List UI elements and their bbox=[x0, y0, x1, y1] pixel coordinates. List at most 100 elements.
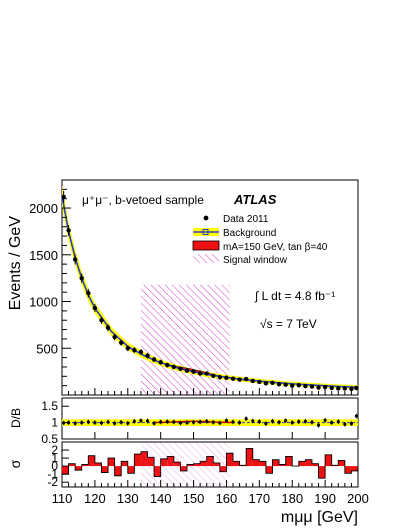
significance-y-tick-label: -1 bbox=[47, 467, 58, 481]
ratio-point bbox=[284, 419, 288, 423]
data-point bbox=[354, 385, 359, 391]
ratio-point bbox=[178, 421, 182, 425]
data-point bbox=[296, 382, 301, 388]
ratio-point bbox=[336, 420, 340, 424]
ratio-point bbox=[113, 421, 117, 425]
x-tick-label: 120 bbox=[84, 491, 106, 506]
significance-bar bbox=[81, 464, 89, 467]
significance-y-axis-label: σ bbox=[7, 459, 23, 468]
main-panel: 500 1000 1500 2000 bbox=[29, 185, 359, 395]
data-point bbox=[105, 325, 111, 330]
significance-bar bbox=[134, 454, 141, 467]
legend-label-window: Signal window bbox=[223, 255, 288, 266]
legend-background-marker bbox=[202, 229, 209, 235]
ratio-panel: 0.5 1 1.5 bbox=[41, 399, 358, 446]
data-point bbox=[197, 371, 203, 376]
ratio-point bbox=[198, 420, 202, 424]
ratio-point bbox=[185, 421, 189, 425]
significance-bar bbox=[318, 466, 326, 479]
data-point bbox=[151, 357, 157, 362]
data-point bbox=[61, 194, 66, 200]
data-point bbox=[237, 377, 242, 382]
ratio-point bbox=[310, 420, 314, 424]
significance-bar bbox=[265, 466, 273, 474]
x-axis-label: mμμ [GeV] bbox=[281, 509, 358, 526]
data-point bbox=[138, 349, 144, 355]
energy-annotation: √s = 7 TeV bbox=[260, 317, 317, 331]
ratio-point bbox=[165, 420, 169, 424]
luminosity-annotation: ∫ L dt = 4.8 fb⁻¹ bbox=[254, 289, 335, 303]
data-point bbox=[171, 364, 177, 370]
significance-bar bbox=[252, 459, 260, 467]
significance-bar bbox=[233, 461, 240, 467]
significance-y-tick-label: 2 bbox=[51, 443, 58, 457]
data-point bbox=[165, 362, 170, 368]
data-point bbox=[336, 386, 341, 391]
x-tick-label: 160 bbox=[216, 491, 238, 506]
significance-bar bbox=[325, 454, 332, 467]
data-point bbox=[270, 380, 275, 386]
sample-annotation: μ⁺μ⁻, b-vetoed sample bbox=[82, 193, 204, 207]
ratio-point bbox=[119, 420, 123, 424]
ratio-point bbox=[73, 421, 77, 425]
data-point bbox=[303, 383, 308, 389]
significance-bar bbox=[305, 459, 312, 467]
data-point bbox=[86, 290, 91, 296]
data-point bbox=[145, 353, 150, 358]
significance-y-tick-label: 1 bbox=[51, 451, 58, 465]
legend-label-background: Background bbox=[223, 228, 276, 239]
data-point bbox=[230, 376, 236, 381]
y-tick-label: 1000 bbox=[29, 295, 58, 310]
data-point bbox=[322, 384, 328, 390]
significance-bar bbox=[344, 466, 352, 474]
ratio-point bbox=[205, 419, 209, 423]
data-point bbox=[329, 385, 334, 391]
x-tick-label: 190 bbox=[314, 491, 336, 506]
ratio-point bbox=[132, 419, 136, 423]
ratio-point bbox=[99, 421, 104, 425]
ratio-point bbox=[244, 417, 248, 421]
main-y-axis-label: Events / GeV bbox=[7, 216, 24, 311]
ratio-point bbox=[277, 420, 281, 424]
data-point bbox=[224, 375, 229, 380]
significance-bar bbox=[259, 461, 266, 467]
ratio-point bbox=[152, 421, 156, 425]
ratio-point bbox=[257, 420, 261, 424]
ratio-point bbox=[270, 419, 275, 423]
legend-label-data: Data 2011 bbox=[223, 214, 269, 225]
data-point bbox=[158, 360, 163, 365]
significance-window-region bbox=[140, 442, 230, 487]
significance-bar bbox=[285, 456, 293, 467]
data-point bbox=[309, 384, 315, 389]
x-tick-label: 200 bbox=[347, 491, 369, 506]
data-point bbox=[211, 373, 216, 379]
ratio-point bbox=[106, 420, 110, 424]
ratio-point bbox=[303, 419, 307, 423]
ratio-point bbox=[330, 421, 334, 425]
ratio-point bbox=[126, 421, 130, 425]
significance-bar bbox=[94, 462, 102, 467]
data-point bbox=[79, 275, 84, 281]
significance-bar bbox=[68, 463, 76, 467]
data-point bbox=[243, 376, 249, 382]
significance-bar bbox=[75, 466, 82, 471]
legend: Data 2011 Background mA=150 GeV, tan β=4… bbox=[192, 214, 328, 266]
significance-bar bbox=[101, 466, 109, 473]
legend-label-signal: mA=150 GeV, tan β=40 bbox=[223, 242, 328, 253]
data-point bbox=[125, 346, 130, 351]
ratio-point bbox=[172, 420, 176, 424]
ratio-point bbox=[86, 420, 90, 424]
ratio-point bbox=[264, 421, 268, 426]
ratio-point bbox=[238, 421, 242, 425]
x-tick-label: 140 bbox=[150, 491, 172, 506]
ratio-point bbox=[316, 423, 321, 427]
significance-bar bbox=[114, 466, 122, 476]
significance-bar bbox=[298, 461, 306, 467]
ratio-point bbox=[191, 420, 196, 424]
ratio-y-tick-label: 0.5 bbox=[41, 432, 58, 446]
significance-y-tick-label: 0 bbox=[51, 459, 58, 473]
significance-bar bbox=[246, 448, 253, 467]
atlas-label: ATLAS bbox=[233, 192, 277, 207]
data-point bbox=[72, 257, 78, 262]
